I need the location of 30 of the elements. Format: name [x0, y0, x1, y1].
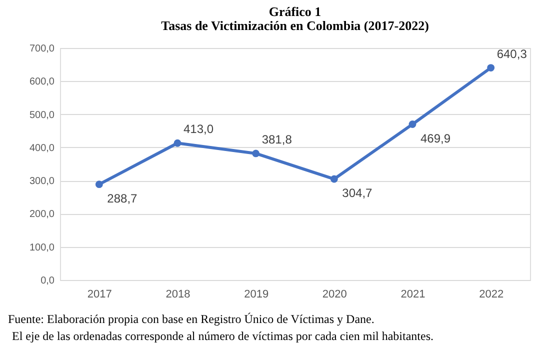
x-tick-label: 2022	[479, 288, 504, 300]
x-tick-label: 2018	[166, 288, 190, 300]
y-tick-label: 300,0	[29, 176, 55, 188]
y-tick-label: 100,0	[29, 242, 55, 254]
y-tick-label: 500,0	[29, 110, 55, 121]
y-tick-label: 700,0	[29, 44, 55, 54]
source-note: Fuente: Elaboración propia con base en Registro Único de Víctimas y Dane.	[8, 312, 374, 326]
x-tick-label: 2017	[87, 288, 112, 300]
data-label: 469,9	[420, 131, 451, 146]
x-tick-label: 2019	[244, 288, 269, 300]
point	[487, 64, 495, 72]
x-tick-label: 2021	[400, 288, 426, 300]
point	[95, 180, 103, 188]
data-label: 640,3	[496, 46, 528, 61]
y-tick-label: 600,0	[29, 76, 55, 88]
data-label: 381,8	[262, 132, 292, 146]
x-tick-label: 2020	[322, 288, 347, 300]
text: El eje de las ordenadas corresponde al número de víctimas por cada cien mil habitantes.	[12, 329, 434, 343]
point	[408, 120, 416, 128]
point	[252, 150, 260, 158]
y-tick-label: 200,0	[29, 209, 55, 220]
point	[330, 175, 338, 183]
chart-subtitle: Tasas de Victimización en Colombia (2017-2022)	[161, 18, 429, 33]
point	[174, 139, 182, 147]
data-label: 304,7	[342, 186, 373, 200]
chart-title: Gráfico 1	[268, 4, 322, 19]
data-label: 413,0	[184, 122, 214, 136]
y-tick-label: 400,0	[29, 142, 55, 154]
y-tick-label: 0,0	[40, 276, 55, 286]
data-label: 288,7	[107, 191, 138, 206]
